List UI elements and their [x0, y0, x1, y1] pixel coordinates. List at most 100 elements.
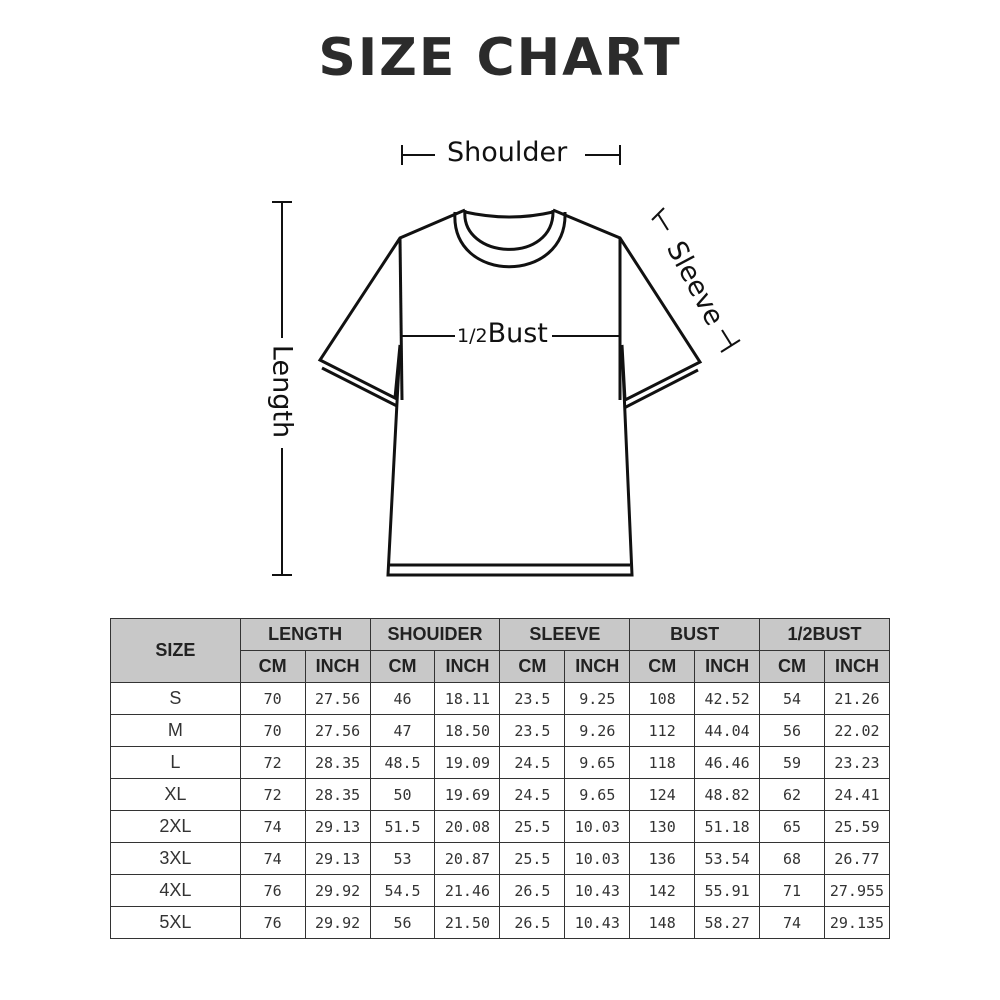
- value-cell: 44.04: [694, 714, 761, 747]
- value-cell: 148: [629, 906, 696, 939]
- value-cell: 118: [629, 746, 696, 779]
- table-row: XL 72 28.35 50 19.69 24.5 9.65 124 48.82 62 24.41: [110, 778, 891, 811]
- value-cell: 53: [369, 842, 436, 875]
- unit-header: INCH: [823, 650, 891, 683]
- value-cell: 28.35: [304, 778, 371, 811]
- value-cell: 42.52: [694, 682, 761, 715]
- size-cell: S: [110, 682, 241, 715]
- shoulder-label: Shoulder: [447, 137, 568, 168]
- value-cell: 20.87: [434, 842, 501, 875]
- value-cell: 58.27: [694, 906, 761, 939]
- shoulder-dimension-line: [401, 145, 621, 165]
- value-cell: 70: [239, 714, 306, 747]
- value-cell: 19.69: [434, 778, 501, 811]
- value-cell: 25.5: [499, 810, 566, 843]
- value-cell: 23.5: [499, 714, 566, 747]
- value-cell: 74: [239, 810, 306, 843]
- value-cell: 26.5: [499, 874, 566, 907]
- value-cell: 21.46: [434, 874, 501, 907]
- size-cell: L: [110, 746, 241, 779]
- value-cell: 24.5: [499, 746, 566, 779]
- value-cell: 76: [239, 874, 306, 907]
- unit-header: CM: [629, 650, 696, 683]
- unit-header: INCH: [564, 650, 631, 683]
- value-cell: 10.03: [564, 810, 631, 843]
- value-cell: 25.59: [823, 810, 891, 843]
- value-cell: 26.5: [499, 906, 566, 939]
- value-cell: 74: [239, 842, 306, 875]
- value-cell: 9.65: [564, 746, 631, 779]
- size-table: SIZE LENGTH SHOUIDER SLEEVE BUST 1/2BUST…: [110, 618, 891, 939]
- value-cell: 112: [629, 714, 696, 747]
- value-cell: 59: [759, 746, 825, 779]
- value-cell: 56: [759, 714, 825, 747]
- page-title: SIZE CHART: [318, 28, 682, 88]
- value-cell: 23.5: [499, 682, 566, 715]
- value-cell: 47: [369, 714, 436, 747]
- value-cell: 29.92: [304, 874, 371, 907]
- value-cell: 46: [369, 682, 436, 715]
- value-cell: 50: [369, 778, 436, 811]
- value-cell: 24.5: [499, 778, 566, 811]
- value-cell: 46.46: [694, 746, 761, 779]
- value-cell: 54.5: [369, 874, 436, 907]
- value-cell: 9.25: [564, 682, 631, 715]
- value-cell: 55.91: [694, 874, 761, 907]
- value-cell: 27.955: [823, 874, 891, 907]
- value-cell: 74: [759, 906, 825, 939]
- unit-header: INCH: [694, 650, 761, 683]
- tshirt-diagram: [272, 145, 741, 577]
- value-cell: 26.77: [823, 842, 891, 875]
- value-cell: 28.35: [304, 746, 371, 779]
- value-cell: 23.23: [823, 746, 891, 779]
- size-cell: 2XL: [110, 810, 241, 843]
- group-header: 1/2BUST: [759, 618, 890, 651]
- value-cell: 24.41: [823, 778, 891, 811]
- value-cell: 48.5: [369, 746, 436, 779]
- unit-header: CM: [759, 650, 825, 683]
- value-cell: 20.08: [434, 810, 501, 843]
- bust-text: Bust: [487, 318, 548, 349]
- value-cell: 10.43: [564, 906, 631, 939]
- value-cell: 9.65: [564, 778, 631, 811]
- value-cell: 108: [629, 682, 696, 715]
- size-cell: 5XL: [110, 906, 241, 939]
- length-dimension-line: [272, 201, 292, 576]
- bust-prefix: 1/2: [457, 325, 488, 347]
- table-body: S 70 27.56 46 18.11 23.5 9.25 108 42.52 54 21.26 M 7…: [110, 682, 891, 939]
- value-cell: 124: [629, 778, 696, 811]
- value-cell: 10.43: [564, 874, 631, 907]
- value-cell: 62: [759, 778, 825, 811]
- bust-label: 1/2Bust: [457, 318, 548, 349]
- size-cell: M: [110, 714, 241, 747]
- value-cell: 48.82: [694, 778, 761, 811]
- value-cell: 76: [239, 906, 306, 939]
- tshirt-outline: [317, 208, 703, 577]
- value-cell: 51.18: [694, 810, 761, 843]
- value-cell: 19.09: [434, 746, 501, 779]
- value-cell: 10.03: [564, 842, 631, 875]
- value-cell: 21.26: [823, 682, 891, 715]
- value-cell: 142: [629, 874, 696, 907]
- table-row: L 72 28.35 48.5 19.09 24.5 9.65 118 46.46 59 23.23: [110, 746, 891, 779]
- value-cell: 51.5: [369, 810, 436, 843]
- value-cell: 136: [629, 842, 696, 875]
- size-cell: 4XL: [110, 874, 241, 907]
- table-row: 3XL 74 29.13 53 20.87 25.5 10.03 136 53.54 68 26.7…: [110, 842, 891, 875]
- value-cell: 29.92: [304, 906, 371, 939]
- value-cell: 29.135: [823, 906, 891, 939]
- value-cell: 18.50: [434, 714, 501, 747]
- table-row: 5XL 76 29.92 56 21.50 26.5 10.43 148 58.27 74 29.1…: [110, 906, 891, 939]
- length-label: Length: [266, 344, 298, 439]
- group-header: BUST: [629, 618, 761, 651]
- group-header: SLEEVE: [499, 618, 631, 651]
- group-header: SHOUIDER: [369, 618, 501, 651]
- unit-header: INCH: [434, 650, 501, 683]
- value-cell: 22.02: [823, 714, 891, 747]
- value-cell: 56: [369, 906, 436, 939]
- value-cell: 72: [239, 746, 306, 779]
- value-cell: 25.5: [499, 842, 566, 875]
- value-cell: 54: [759, 682, 825, 715]
- value-cell: 9.26: [564, 714, 631, 747]
- size-cell: XL: [110, 778, 241, 811]
